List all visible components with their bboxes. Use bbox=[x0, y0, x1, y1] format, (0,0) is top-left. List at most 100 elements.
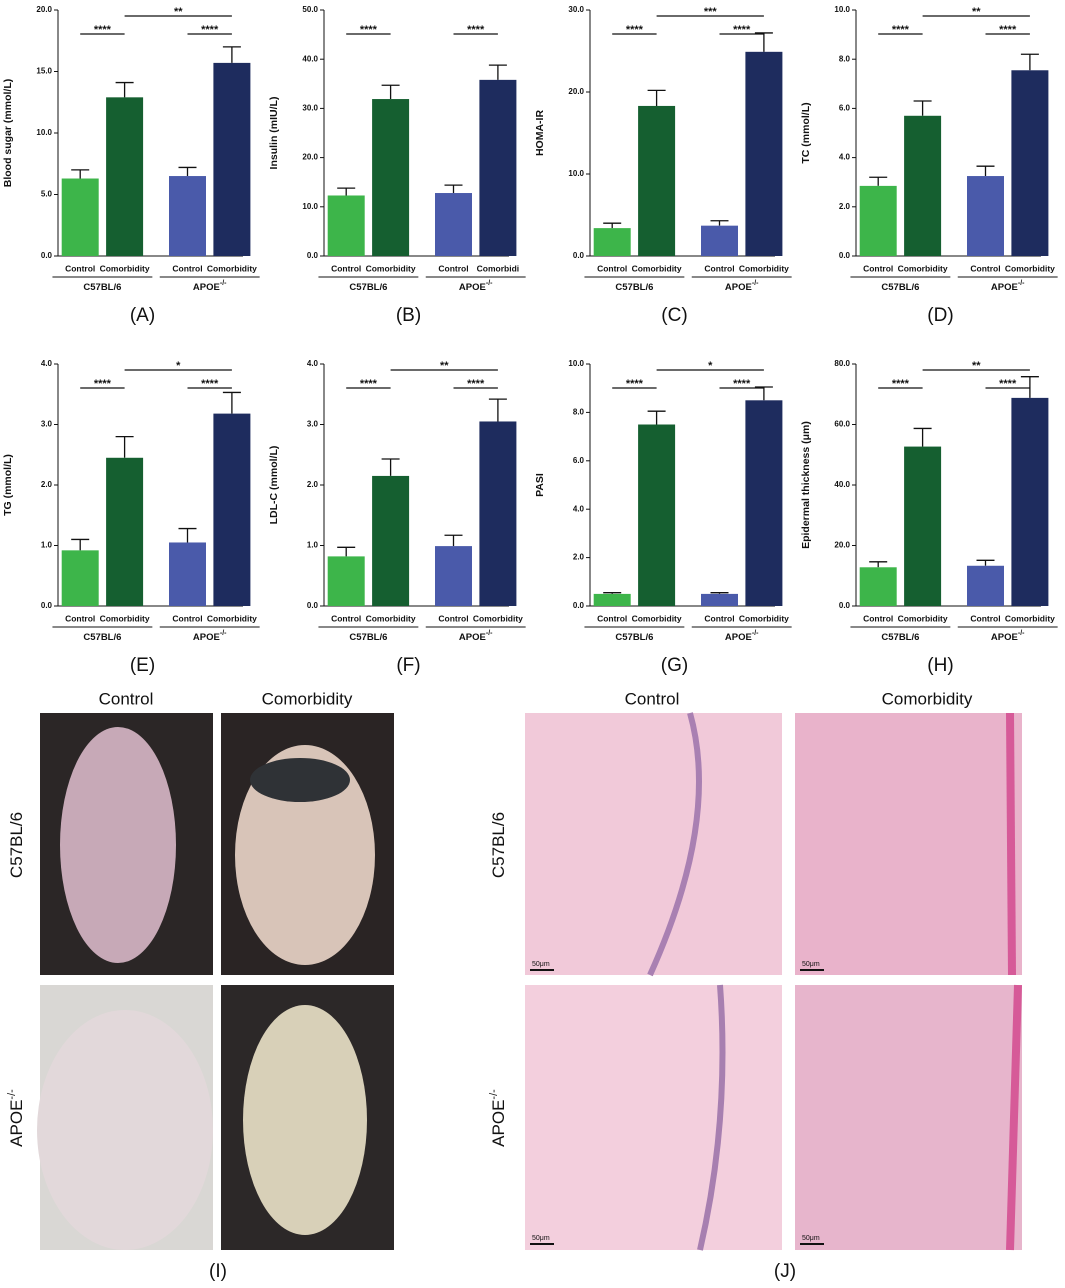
error-bar bbox=[115, 81, 134, 98]
y-tick-label: 4.0 bbox=[839, 153, 851, 162]
group-label: C57BL/6 bbox=[881, 282, 919, 293]
error-bar bbox=[913, 100, 932, 116]
group-label: APOE-/- bbox=[991, 630, 1025, 642]
y-tick-label: 30.0 bbox=[302, 104, 318, 113]
y-axis-label: Insulin (mIU/L) bbox=[268, 97, 280, 170]
group-label: APOE-/- bbox=[459, 280, 493, 292]
x-tick-label: Comorbidity bbox=[207, 263, 257, 273]
x-tick-label: Control bbox=[970, 613, 1000, 623]
y-axis-label: HOMA-IR bbox=[534, 110, 546, 156]
group-label-superscript: -/- bbox=[1018, 630, 1025, 637]
y-tick-label: 0.0 bbox=[573, 601, 585, 610]
bar bbox=[638, 424, 676, 606]
significance-label: **** bbox=[733, 378, 751, 390]
row-label-superscript: -/- bbox=[6, 1089, 18, 1100]
error-bar bbox=[603, 592, 622, 594]
error-bar bbox=[710, 220, 729, 226]
group-label: C57BL/6 bbox=[349, 282, 387, 293]
bar bbox=[61, 178, 99, 256]
x-tick-label: Control bbox=[438, 613, 468, 623]
x-tick-label: Control bbox=[172, 263, 202, 273]
photo-detail bbox=[1006, 984, 1022, 1251]
error-bar bbox=[488, 64, 507, 80]
photo-detail bbox=[250, 758, 350, 802]
scale-bar-label: 50μm bbox=[532, 1235, 550, 1242]
error-bar bbox=[710, 592, 729, 594]
significance-label: **** bbox=[94, 24, 112, 36]
group-label-main: APOE bbox=[991, 282, 1018, 293]
y-tick-label: 0.0 bbox=[573, 251, 585, 260]
bar bbox=[1011, 397, 1049, 606]
y-tick-label: 10.0 bbox=[834, 5, 850, 14]
x-tick-label: Control bbox=[65, 613, 95, 623]
x-tick-label: Control bbox=[331, 613, 361, 623]
photo bbox=[525, 985, 782, 1250]
y-tick-label: 10.0 bbox=[568, 169, 584, 178]
y-tick-label: 8.0 bbox=[573, 408, 585, 417]
error-bar bbox=[488, 398, 507, 422]
x-tick-label: Comorbidity bbox=[1005, 263, 1055, 273]
group-label: C57BL/6 bbox=[881, 632, 919, 643]
row-label: C57BL/6 bbox=[7, 812, 26, 878]
x-tick-label: Control bbox=[331, 263, 361, 273]
y-tick-label: 40.0 bbox=[302, 54, 318, 63]
group-label: C57BL/6 bbox=[615, 632, 653, 643]
y-tick-label: 4.0 bbox=[573, 504, 585, 513]
error-bar bbox=[222, 46, 241, 63]
y-axis-label: LDL-C (mmol/L) bbox=[268, 446, 280, 525]
bar bbox=[745, 400, 783, 606]
bar bbox=[593, 228, 631, 256]
bar bbox=[479, 421, 517, 606]
panel-label: (H) bbox=[927, 655, 953, 676]
photo-detail bbox=[697, 984, 726, 1251]
significance-label: **** bbox=[999, 378, 1017, 390]
photo-detail bbox=[60, 727, 176, 963]
y-tick-label: 30.0 bbox=[568, 5, 584, 14]
error-bar bbox=[222, 391, 241, 414]
row-label-main: APOE bbox=[489, 1100, 508, 1147]
bar bbox=[327, 195, 365, 256]
bar bbox=[479, 79, 517, 256]
panel-label: (A) bbox=[130, 305, 155, 326]
bar bbox=[213, 413, 251, 606]
error-bar bbox=[754, 386, 773, 401]
group-label-superscript: -/- bbox=[486, 630, 493, 637]
y-tick-label: 15.0 bbox=[36, 67, 52, 76]
significance-label: ** bbox=[174, 6, 183, 18]
row-label-superscript: -/- bbox=[488, 1089, 500, 1100]
panel-label: (E) bbox=[130, 655, 155, 676]
error-bar bbox=[913, 427, 932, 447]
bar bbox=[904, 446, 942, 606]
group-label: C57BL/6 bbox=[83, 282, 121, 293]
bar bbox=[859, 185, 897, 256]
error-bar bbox=[444, 184, 463, 194]
y-tick-label: 20.0 bbox=[568, 87, 584, 96]
y-tick-label: 20.0 bbox=[302, 153, 318, 162]
group-label-main: APOE bbox=[459, 282, 486, 293]
y-axis-label: PASI bbox=[534, 473, 546, 497]
panel-label: (C) bbox=[661, 305, 687, 326]
significance-label: **** bbox=[360, 24, 378, 36]
group-label-superscript: -/- bbox=[486, 280, 493, 287]
row-label-main: C57BL/6 bbox=[7, 812, 26, 878]
group-label-main: APOE bbox=[193, 632, 220, 643]
bar bbox=[372, 99, 410, 256]
bar bbox=[435, 546, 472, 606]
row-label-main: APOE bbox=[7, 1100, 26, 1147]
y-tick-label: 2.0 bbox=[839, 202, 851, 211]
photo-panels bbox=[37, 712, 1022, 1251]
error-bar bbox=[869, 561, 888, 568]
y-axis-label: Blood sugar (mmol/L) bbox=[2, 79, 14, 188]
bar bbox=[169, 542, 206, 606]
group-label-superscript: -/- bbox=[220, 630, 227, 637]
group-label: APOE-/- bbox=[991, 280, 1025, 292]
x-tick-label: Control bbox=[863, 613, 893, 623]
x-tick-label: Comorbidity bbox=[632, 613, 682, 623]
y-tick-label: 20.0 bbox=[834, 541, 850, 550]
y-tick-label: 0.0 bbox=[307, 601, 319, 610]
significance-label: **** bbox=[467, 24, 485, 36]
group-label-main: C57BL/6 bbox=[349, 632, 387, 643]
y-tick-label: 4.0 bbox=[307, 359, 319, 368]
photo bbox=[795, 713, 1022, 975]
